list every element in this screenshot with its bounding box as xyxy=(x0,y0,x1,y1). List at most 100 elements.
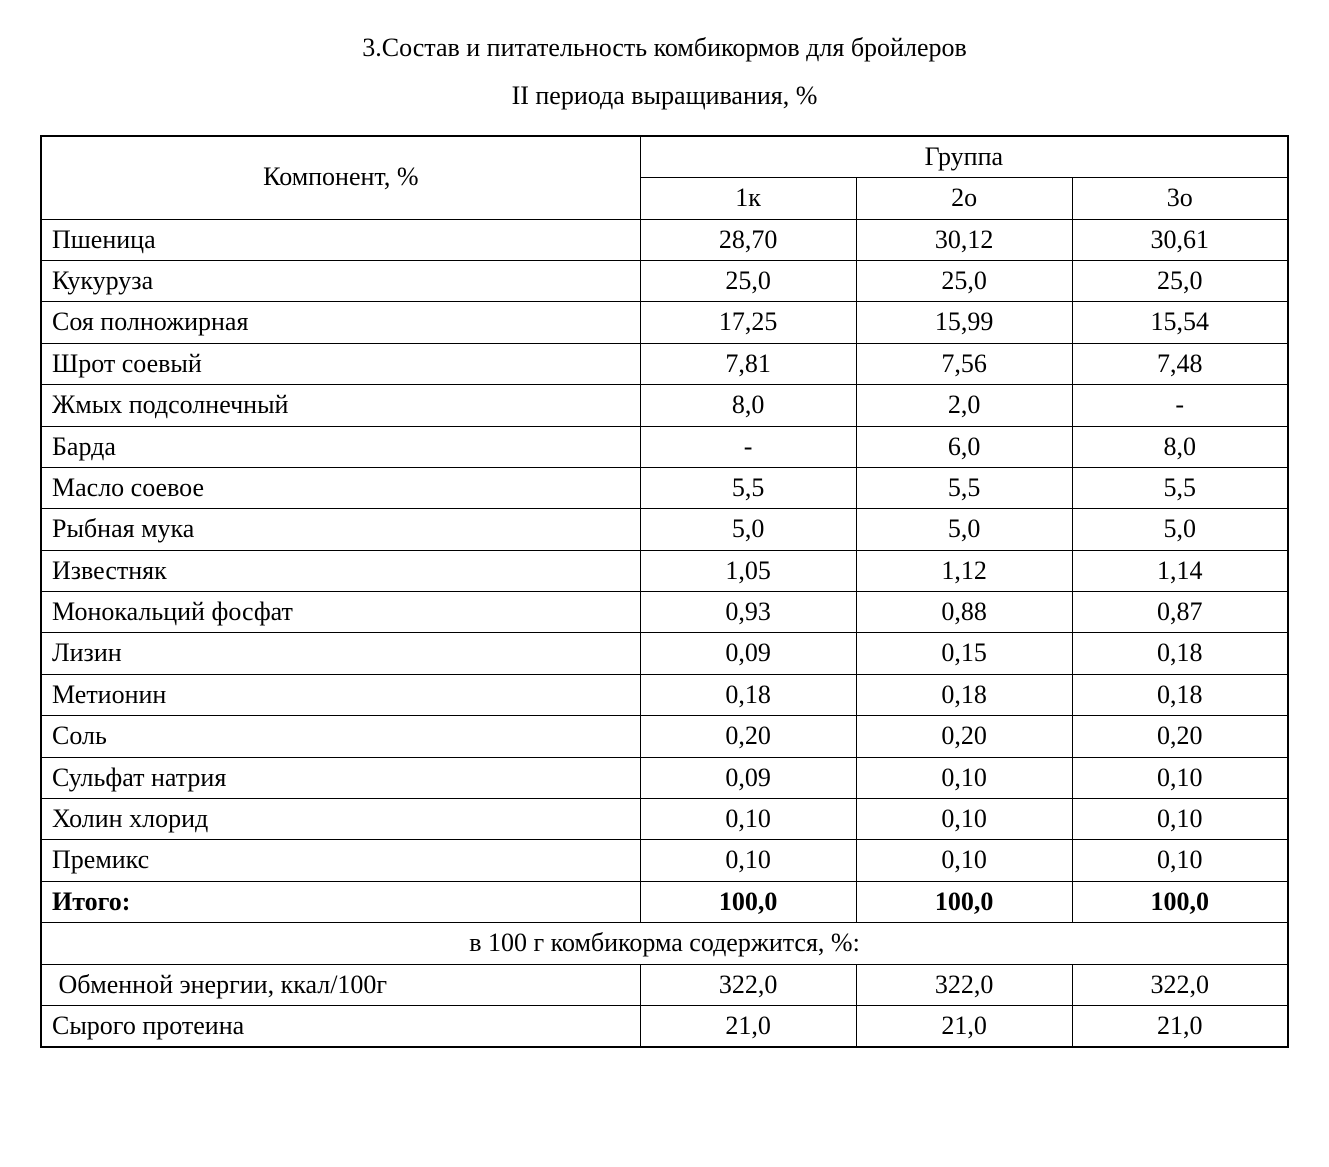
row-value: 5,5 xyxy=(640,467,856,508)
row-value: 0,09 xyxy=(640,757,856,798)
row-value: 0,18 xyxy=(640,674,856,715)
row-value: 17,25 xyxy=(640,302,856,343)
row-value: 7,56 xyxy=(856,343,1072,384)
header-col-2: 2о xyxy=(856,178,1072,219)
row-value: 322,0 xyxy=(856,964,1072,1005)
row-value: 25,0 xyxy=(1072,260,1288,301)
row-value: 0,18 xyxy=(1072,674,1288,715)
row-value: 2,0 xyxy=(856,385,1072,426)
table-row: Пшеница28,7030,1230,61 xyxy=(41,219,1288,260)
row-label: Соль xyxy=(41,716,640,757)
table-row: Известняк1,051,121,14 xyxy=(41,550,1288,591)
row-value: 30,61 xyxy=(1072,219,1288,260)
row-value: 21,0 xyxy=(856,1005,1072,1047)
row-label: Соя полножирная xyxy=(41,302,640,343)
table-row: Соя полножирная17,2515,9915,54 xyxy=(41,302,1288,343)
row-label: Рыбная мука xyxy=(41,509,640,550)
row-value: 5,5 xyxy=(1072,467,1288,508)
table-row: Премикс0,100,100,10 xyxy=(41,840,1288,881)
table-row: Сульфат натрия0,090,100,10 xyxy=(41,757,1288,798)
row-value: - xyxy=(640,426,856,467)
row-value: 0,10 xyxy=(856,840,1072,881)
row-value: 1,05 xyxy=(640,550,856,591)
row-value: 0,10 xyxy=(1072,840,1288,881)
row-label: Шрот соевый xyxy=(41,343,640,384)
row-value: 0,10 xyxy=(856,799,1072,840)
row-label: Обменной энергии, ккал/100г xyxy=(41,964,640,1005)
row-label: Известняк xyxy=(41,550,640,591)
row-value: 7,81 xyxy=(640,343,856,384)
row-value: 0,18 xyxy=(856,674,1072,715)
table-row: Холин хлорид0,100,100,10 xyxy=(41,799,1288,840)
row-value: 5,5 xyxy=(856,467,1072,508)
row-value: 21,0 xyxy=(1072,1005,1288,1047)
row-value: 0,15 xyxy=(856,633,1072,674)
row-label: Барда xyxy=(41,426,640,467)
row-label: Премикс xyxy=(41,840,640,881)
table-row: Соль0,200,200,20 xyxy=(41,716,1288,757)
header-group: Группа xyxy=(640,136,1288,178)
header-component: Компонент, % xyxy=(41,136,640,219)
row-value: 100,0 xyxy=(640,881,856,922)
row-value: 30,12 xyxy=(856,219,1072,260)
table-row: Метионин0,180,180,18 xyxy=(41,674,1288,715)
table-row: Рыбная мука5,05,05,0 xyxy=(41,509,1288,550)
row-value: 7,48 xyxy=(1072,343,1288,384)
row-value: 1,14 xyxy=(1072,550,1288,591)
row-value: 100,0 xyxy=(1072,881,1288,922)
row-value: 0,20 xyxy=(856,716,1072,757)
row-label: Масло соевое xyxy=(41,467,640,508)
row-value: 5,0 xyxy=(856,509,1072,550)
row-value: - xyxy=(1072,385,1288,426)
table-row: Монокальций фосфат0,930,880,87 xyxy=(41,592,1288,633)
row-label: Кукуруза xyxy=(41,260,640,301)
table-row: Барда-6,08,0 xyxy=(41,426,1288,467)
row-label: Лизин xyxy=(41,633,640,674)
row-value: 0,88 xyxy=(856,592,1072,633)
table-row: Обменной энергии, ккал/100г322,0322,0322… xyxy=(41,964,1288,1005)
row-label: Холин хлорид xyxy=(41,799,640,840)
row-value: 28,70 xyxy=(640,219,856,260)
row-value: 0,87 xyxy=(1072,592,1288,633)
row-value: 25,0 xyxy=(856,260,1072,301)
table-row: Жмых подсолнечный8,02,0- xyxy=(41,385,1288,426)
feed-composition-table: Компонент, % Группа 1к 2о 3о Пшеница28,7… xyxy=(40,135,1289,1049)
row-value: 8,0 xyxy=(640,385,856,426)
document-title: 3.Состав и питательность комбикормов для… xyxy=(40,30,1289,66)
row-label: Пшеница xyxy=(41,219,640,260)
row-value: 0,09 xyxy=(640,633,856,674)
row-value: 21,0 xyxy=(640,1005,856,1047)
row-value: 0,10 xyxy=(640,840,856,881)
table-row: Масло соевое5,55,55,5 xyxy=(41,467,1288,508)
row-label: Итого: xyxy=(41,881,640,922)
row-value: 0,10 xyxy=(640,799,856,840)
header-col-1: 1к xyxy=(640,178,856,219)
row-value: 0,20 xyxy=(640,716,856,757)
row-value: 100,0 xyxy=(856,881,1072,922)
row-value: 25,0 xyxy=(640,260,856,301)
row-value: 5,0 xyxy=(640,509,856,550)
row-value: 15,54 xyxy=(1072,302,1288,343)
table-row: Лизин0,090,150,18 xyxy=(41,633,1288,674)
row-value: 0,10 xyxy=(856,757,1072,798)
section-header-row: в 100 г комбикорма содержится, %: xyxy=(41,923,1288,964)
table-row: Сырого протеина21,021,021,0 xyxy=(41,1005,1288,1047)
row-label: Монокальций фосфат xyxy=(41,592,640,633)
table-row: Шрот соевый7,817,567,48 xyxy=(41,343,1288,384)
header-col-3: 3о xyxy=(1072,178,1288,219)
row-label: Сульфат натрия xyxy=(41,757,640,798)
row-value: 0,10 xyxy=(1072,799,1288,840)
row-value: 322,0 xyxy=(640,964,856,1005)
row-label: Метионин xyxy=(41,674,640,715)
row-value: 0,18 xyxy=(1072,633,1288,674)
table-row: Итого:100,0100,0100,0 xyxy=(41,881,1288,922)
row-value: 0,10 xyxy=(1072,757,1288,798)
row-value: 5,0 xyxy=(1072,509,1288,550)
row-value: 15,99 xyxy=(856,302,1072,343)
table-row: Кукуруза25,025,025,0 xyxy=(41,260,1288,301)
row-label: Жмых подсолнечный xyxy=(41,385,640,426)
row-value: 6,0 xyxy=(856,426,1072,467)
row-value: 0,20 xyxy=(1072,716,1288,757)
row-value: 0,93 xyxy=(640,592,856,633)
row-value: 322,0 xyxy=(1072,964,1288,1005)
